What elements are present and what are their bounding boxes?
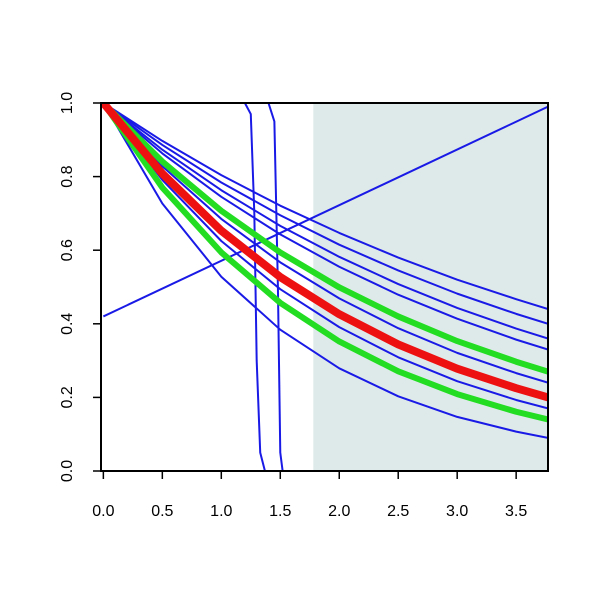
- x-tick-label: 2.5: [387, 503, 409, 520]
- series-line: [102, 103, 548, 439]
- series-line: [102, 103, 548, 340]
- x-tick-label: 0.5: [151, 503, 173, 520]
- series-line: [102, 105, 548, 318]
- x-tick-label: 3.5: [505, 503, 527, 520]
- y-tick-label: 0.4: [59, 313, 76, 335]
- x-tick-label: 3.0: [446, 503, 468, 520]
- y-tick-label: 0.0: [59, 460, 76, 482]
- series-line: [102, 103, 548, 311]
- y-tick-label: 1.0: [59, 92, 76, 114]
- series-line: [102, 103, 548, 384]
- x-tick-label: 1.0: [210, 503, 232, 520]
- y-tick-label: 0.6: [59, 239, 76, 261]
- x-tick-label: 1.5: [269, 503, 291, 520]
- plot-frame: [100, 102, 549, 472]
- series-line: [102, 103, 548, 325]
- x-tick-label: 2.0: [328, 503, 350, 520]
- y-tick-label: 0.2: [59, 386, 76, 408]
- y-tick-label: 0.8: [59, 165, 76, 187]
- series-line: [101, 103, 548, 375]
- axes: 0.0 0.5 1.0 1.5 2.0 2.5 3.0 3.5 0.0 0.2 0.4 0.6 0.8 1…: [59, 92, 549, 520]
- series-line: [103, 103, 269, 471]
- series-line: [101, 103, 548, 402]
- plot-area: [101, 103, 548, 471]
- series-line: [101, 103, 548, 423]
- x-tick-label: 0.0: [92, 503, 114, 520]
- shaded-region: [313, 103, 548, 471]
- series-line: [102, 103, 548, 410]
- series-line: [102, 103, 548, 351]
